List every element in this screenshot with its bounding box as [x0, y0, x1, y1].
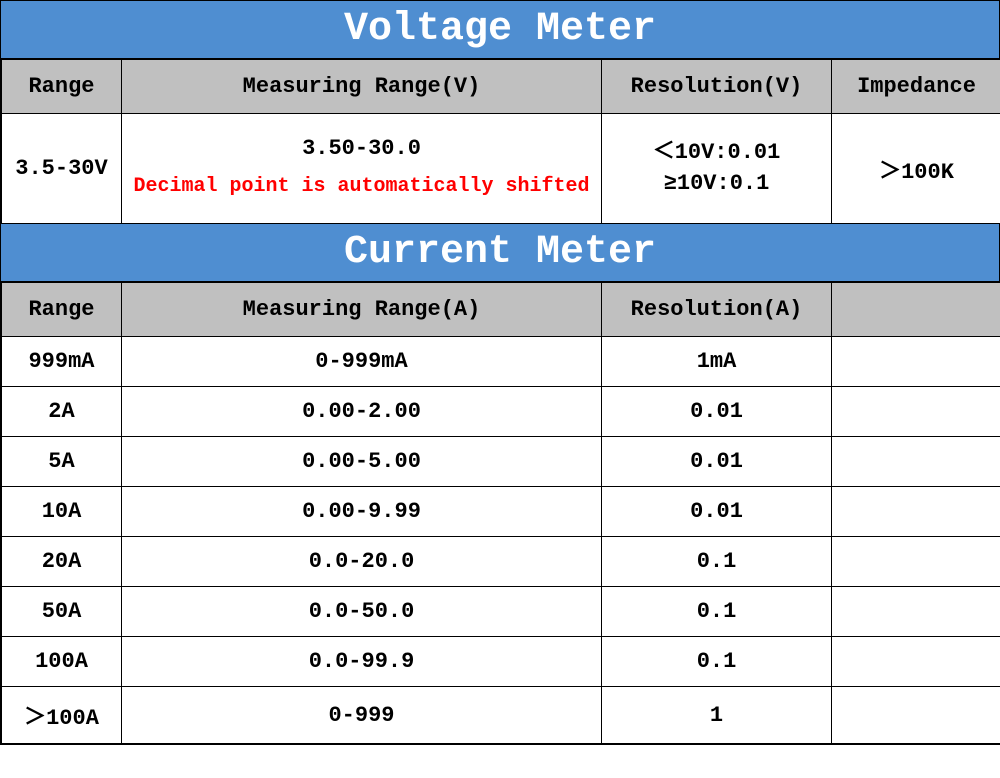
current-measuring-cell: 0.00-5.00	[122, 437, 602, 487]
voltage-header-resolution: Resolution(V)	[602, 60, 832, 114]
current-blank-cell	[832, 587, 1000, 637]
voltage-measuring-main: 3.50-30.0	[122, 126, 601, 175]
current-range-cell: 10A	[2, 487, 122, 537]
current-blank-cell	[832, 537, 1000, 587]
current-measuring-cell: 0.0-50.0	[122, 587, 602, 637]
table-row: 100A0.0-99.90.1	[2, 637, 1000, 687]
current-blank-cell	[832, 387, 1000, 437]
current-resolution-cell: 0.01	[602, 437, 832, 487]
current-resolution-cell: 0.1	[602, 537, 832, 587]
voltage-resolution-line2: ≥10V:0.1	[602, 169, 831, 200]
spec-table-container: Voltage Meter Range Measuring Range(V) R…	[0, 0, 1000, 745]
voltage-measuring-note: Decimal point is automatically shifted	[122, 175, 601, 212]
voltage-resolution-line1: ＜10V:0.01	[602, 138, 831, 169]
table-row: 50A0.0-50.00.1	[2, 587, 1000, 637]
voltage-header-range: Range	[2, 60, 122, 114]
current-blank-cell	[832, 637, 1000, 687]
current-resolution-cell: 1	[602, 687, 832, 744]
current-blank-cell	[832, 487, 1000, 537]
current-range-cell: 20A	[2, 537, 122, 587]
current-measuring-cell: 0-999	[122, 687, 602, 744]
current-range-cell: 5A	[2, 437, 122, 487]
voltage-impedance-cell: ＞100K	[832, 114, 1000, 224]
current-title: Current Meter	[1, 224, 999, 282]
current-range-cell: 50A	[2, 587, 122, 637]
current-blank-cell	[832, 337, 1000, 387]
voltage-title: Voltage Meter	[1, 1, 999, 59]
current-range-cell: ＞100A	[2, 687, 122, 744]
current-resolution-cell: 0.01	[602, 487, 832, 537]
table-row: 2A0.00-2.000.01	[2, 387, 1000, 437]
current-resolution-cell: 0.01	[602, 387, 832, 437]
current-range-cell: 100A	[2, 637, 122, 687]
current-blank-cell	[832, 437, 1000, 487]
current-resolution-cell: 0.1	[602, 637, 832, 687]
voltage-header-measuring: Measuring Range(V)	[122, 60, 602, 114]
current-measuring-cell: 0.00-2.00	[122, 387, 602, 437]
current-blank-cell	[832, 687, 1000, 744]
current-measuring-cell: 0.00-9.99	[122, 487, 602, 537]
voltage-measuring-cell: 3.50-30.0 Decimal point is automatically…	[122, 114, 602, 224]
voltage-header-row: Range Measuring Range(V) Resolution(V) I…	[2, 60, 1000, 114]
voltage-table: Range Measuring Range(V) Resolution(V) I…	[1, 59, 1000, 224]
table-row: ＞100A0-9991	[2, 687, 1000, 744]
current-header-range: Range	[2, 283, 122, 337]
current-table: Range Measuring Range(A) Resolution(A) 9…	[1, 282, 1000, 744]
voltage-data-row: 3.5-30V 3.50-30.0 Decimal point is autom…	[2, 114, 1000, 224]
table-row: 10A0.00-9.990.01	[2, 487, 1000, 537]
current-range-cell: 2A	[2, 387, 122, 437]
current-measuring-cell: 0.0-20.0	[122, 537, 602, 587]
voltage-range-cell: 3.5-30V	[2, 114, 122, 224]
current-header-blank	[832, 283, 1000, 337]
current-range-cell: 999mA	[2, 337, 122, 387]
table-row: 999mA0-999mA1mA	[2, 337, 1000, 387]
current-measuring-cell: 0-999mA	[122, 337, 602, 387]
current-resolution-cell: 0.1	[602, 587, 832, 637]
current-header-resolution: Resolution(A)	[602, 283, 832, 337]
table-row: 5A0.00-5.000.01	[2, 437, 1000, 487]
current-resolution-cell: 1mA	[602, 337, 832, 387]
table-row: 20A0.0-20.00.1	[2, 537, 1000, 587]
current-measuring-cell: 0.0-99.9	[122, 637, 602, 687]
current-header-measuring: Measuring Range(A)	[122, 283, 602, 337]
voltage-header-impedance: Impedance	[832, 60, 1000, 114]
current-header-row: Range Measuring Range(A) Resolution(A)	[2, 283, 1000, 337]
voltage-resolution-cell: ＜10V:0.01 ≥10V:0.1	[602, 114, 832, 224]
